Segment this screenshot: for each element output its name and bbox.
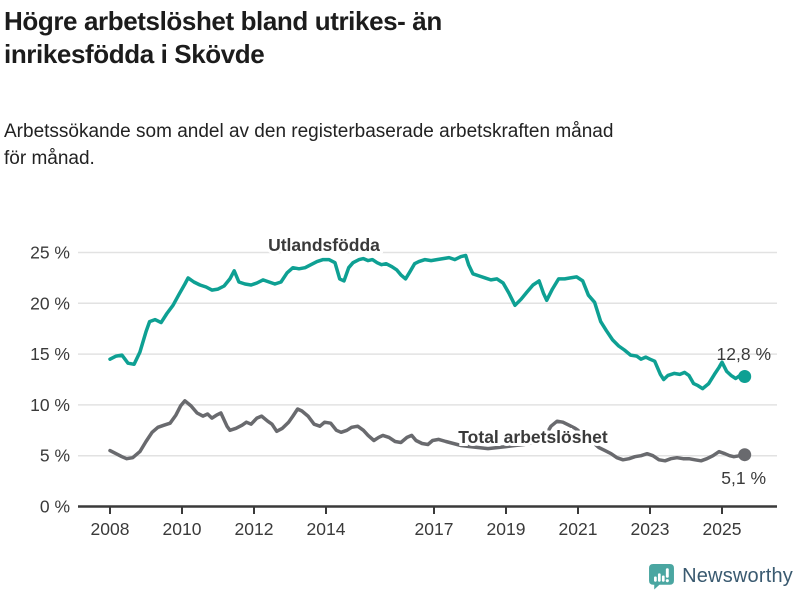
x-tick-label: 2014 bbox=[307, 519, 346, 539]
y-tick-label: 20 % bbox=[30, 293, 70, 313]
page-title: Högre arbetslöshet bland utrikes- än inr… bbox=[4, 5, 644, 71]
page-title-line-1: Högre arbetslöshet bland utrikes- än bbox=[4, 6, 442, 36]
series-line-utlandsfodda bbox=[108, 253, 747, 391]
x-tick-label: 2012 bbox=[235, 519, 274, 539]
series-label: Utlandsfödda bbox=[268, 235, 380, 255]
y-tick-label: 15 % bbox=[30, 344, 70, 364]
end-dot bbox=[738, 448, 752, 462]
end-value-label: 5,1 % bbox=[721, 468, 766, 488]
x-tick-label: 2023 bbox=[631, 519, 670, 539]
y-tick-label: 0 % bbox=[40, 497, 70, 517]
page-title-line-2: inrikesfödda i Skövde bbox=[4, 39, 265, 69]
series-line-total-arbetsloshet bbox=[108, 399, 747, 463]
newsworthy-logo-text: Newsworthy bbox=[682, 565, 793, 587]
chart-subtitle-line-2: för månad. bbox=[4, 148, 95, 169]
end-value-label: 12,8 % bbox=[717, 344, 771, 364]
end-dot bbox=[738, 370, 752, 383]
x-tick-label: 2021 bbox=[559, 519, 598, 539]
x-tick-label: 2017 bbox=[415, 519, 454, 539]
x-tick-label: 2008 bbox=[91, 519, 130, 539]
chart-subtitle-line-1: Arbetssökande som andel av den registerb… bbox=[4, 121, 614, 142]
y-tick-label: 5 % bbox=[40, 446, 70, 466]
chart-subtitle: Arbetssökande som andel av den registerb… bbox=[4, 118, 784, 172]
newsworthy-logo-icon bbox=[649, 564, 675, 590]
y-tick-label: 10 % bbox=[30, 395, 70, 415]
x-tick-label: 2025 bbox=[703, 519, 742, 539]
newsworthy-logo: Newsworthy bbox=[648, 563, 793, 590]
x-tick-label: 2019 bbox=[487, 519, 526, 539]
series-label: Total arbetslöshet bbox=[458, 427, 608, 447]
x-tick-label: 2010 bbox=[163, 519, 202, 539]
y-tick-label: 25 % bbox=[30, 243, 70, 263]
